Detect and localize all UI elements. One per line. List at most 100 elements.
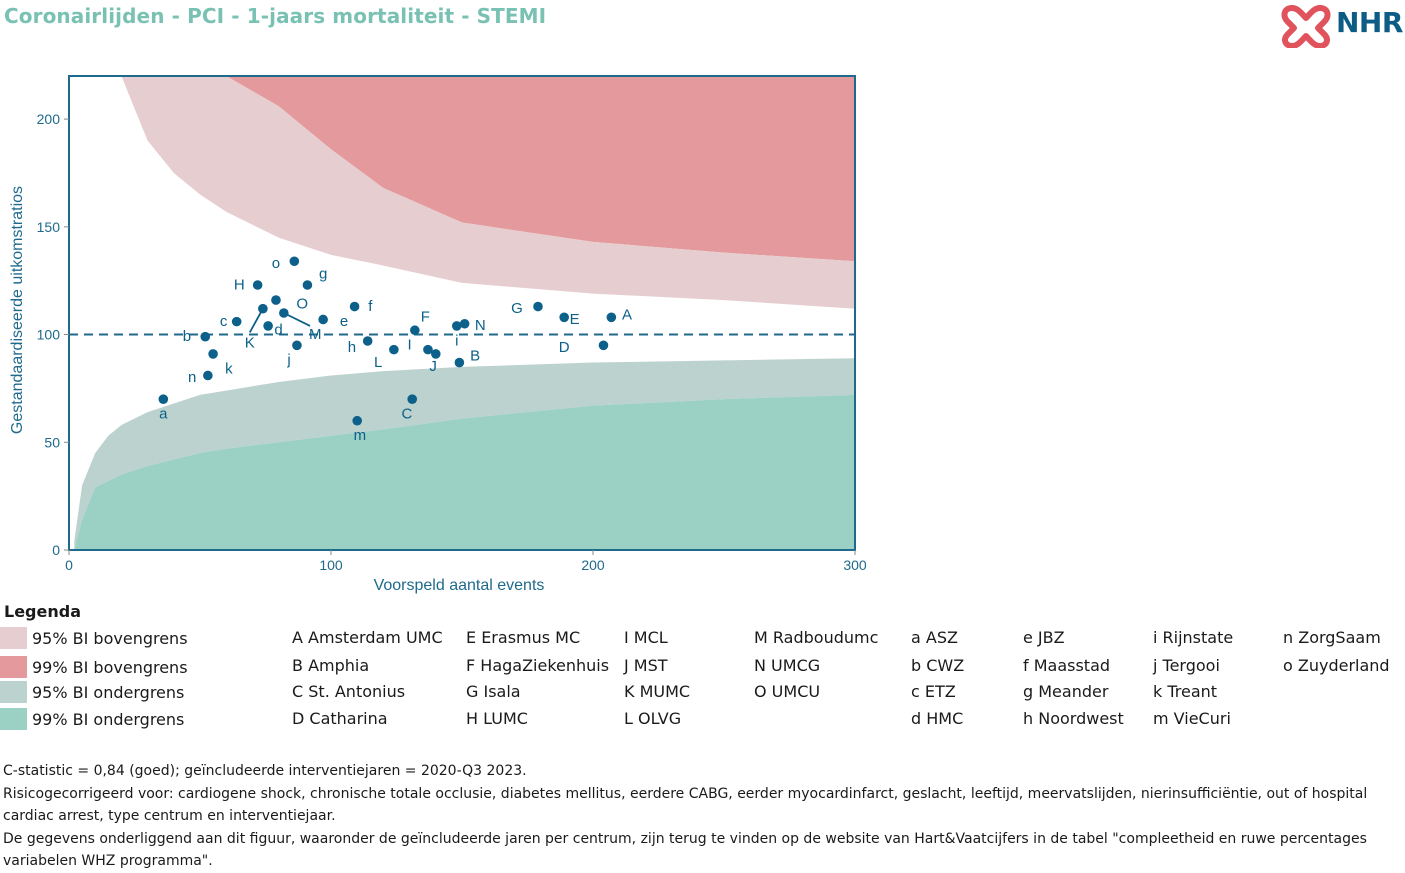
y-axis: 0 50 100 150 200 [37, 111, 69, 558]
y-tick-label-0: 0 [52, 542, 60, 558]
point-label-D: D [559, 339, 570, 356]
legend-center-item: G Isala [466, 682, 521, 701]
band-upper-95 [74, 76, 856, 309]
data-point-C [407, 394, 418, 404]
legend-center-item: h Noordwest [1023, 709, 1124, 728]
data-point-H [252, 280, 263, 290]
data-point-B [454, 357, 465, 368]
point-label-O: O [296, 296, 308, 313]
band-lower-95 [74, 358, 856, 550]
data-point-M [279, 308, 289, 318]
y-tick-label-200: 200 [37, 111, 61, 127]
footnote-data-source: De gegevens onderliggend aan dit figuur,… [3, 830, 1367, 870]
x-tick-label-0: 0 [65, 557, 73, 573]
legend-center-item: M Radboudumc [754, 628, 879, 647]
legend-center-item: f Maasstad [1023, 656, 1111, 675]
point-label-N: N [475, 317, 486, 334]
legend-swatch [0, 681, 27, 703]
legend-band-label: 95% BI ondergrens [32, 682, 185, 702]
point-label-L: L [374, 354, 382, 371]
legend-center-item: o Zuyderland [1283, 656, 1390, 675]
legend-center-item: A Amsterdam UMC [292, 628, 443, 647]
plot-frame [68, 75, 856, 551]
legend-band-label: 99% BI bovengrens [32, 657, 188, 677]
y-tick-label-100: 100 [37, 327, 61, 343]
data-point-i [451, 321, 462, 331]
legend-center-item: H LUMC [466, 709, 528, 728]
legend-center-item: L OLVG [624, 709, 682, 728]
x-axis-label: Voorspeld aantal events [374, 577, 545, 594]
legend-center-item: D Catharina [292, 709, 388, 728]
legend-band-label: 99% BI ondergrens [32, 709, 185, 729]
data-point-E [559, 312, 569, 323]
point-label-g: g [319, 266, 327, 283]
data-point-J [431, 349, 441, 359]
x-tick-label-200: 200 [581, 557, 605, 573]
legend-center-item: g Meander [1023, 682, 1109, 701]
legend-band-0: 95% BI bovengrens [0, 627, 188, 649]
point-labels: A B C DE F G H J K L M N Oa b c d e f g h i Ij k m n o [159, 255, 632, 444]
point-label-B: B [470, 347, 480, 364]
legend-center-item: n ZorgSaam [1283, 628, 1381, 647]
band-lower-99 [74, 394, 856, 550]
legend-center-item: O UMCU [754, 682, 821, 701]
point-label-j: j [286, 352, 290, 369]
legend-center-item: e JBZ [1023, 628, 1065, 647]
legend-center-item: j Tergooi [1153, 656, 1220, 675]
nhr-heart-logo-icon [1281, 5, 1331, 48]
legend-center-item: E Erasmus MC [466, 628, 581, 647]
data-points [158, 256, 617, 426]
point-label-M: M [309, 326, 322, 343]
point-label-i: i [455, 332, 458, 349]
point-label-a: a [159, 406, 168, 423]
data-point-b [200, 331, 211, 342]
legend-title: Legenda [4, 602, 81, 621]
data-point-o [289, 256, 300, 267]
page-title: Coronairlijden - PCI - 1-jaars mortalite… [4, 4, 547, 28]
data-point-g [302, 280, 313, 290]
point-label-h: h [348, 339, 356, 356]
legend-center-item: F HagaZiekenhuis [466, 656, 610, 675]
legend-center-item: d HMC [911, 709, 964, 728]
point-label-F: F [421, 309, 430, 326]
data-point-A [606, 312, 617, 323]
point-label-I: I [408, 337, 412, 354]
point-label-J: J [429, 358, 437, 375]
legend-center-item: i Rijnstate [1153, 628, 1234, 647]
data-point-F [410, 325, 420, 336]
data-point-I [423, 344, 433, 355]
legend-center-item: m VieCuri [1153, 709, 1231, 728]
x-tick-label-300: 300 [843, 557, 867, 573]
legend-band-label: 95% BI bovengrens [32, 628, 188, 648]
point-label-H: H [234, 276, 245, 293]
footnote-cstatistic: C-statistic = 0,84 (goed); geïncludeerde… [3, 763, 527, 779]
data-point-a [158, 394, 169, 404]
point-label-A: A [622, 306, 632, 323]
legend-swatch [0, 627, 27, 649]
legend-center-item: I MCL [624, 628, 668, 647]
point-label-b: b [183, 328, 191, 345]
y-axis-label: Gestandaardiseerde uitkomstratios [9, 186, 26, 434]
legend-center-item: J MST [624, 656, 668, 675]
point-label-k: k [225, 360, 233, 377]
legend-center-item: c ETZ [911, 682, 956, 701]
point-label-e: e [340, 313, 348, 330]
data-point-k [208, 349, 218, 359]
point-label-G: G [511, 300, 523, 317]
footnote-risk-adjustment: Risicogecorrigeerd voor: cardiogene shoc… [3, 785, 1368, 825]
legend-band-3: 99% BI ondergrens [0, 708, 184, 730]
data-point-L [362, 336, 373, 346]
legend-band-1: 99% BI bovengrens [0, 656, 188, 678]
legend-center-item: N UMCG [754, 656, 821, 675]
data-point-n [203, 370, 213, 381]
point-label-n: n [188, 369, 196, 386]
legend-center-item: K MUMC [624, 682, 691, 701]
point-label-f: f [368, 298, 373, 315]
confidence-bands [74, 76, 856, 550]
data-point-N [459, 318, 470, 329]
data-point-e [318, 314, 328, 325]
logo-text: NHR [1336, 6, 1403, 39]
x-axis: 0 100 200 300 [65, 550, 867, 573]
band-upper-99 [74, 76, 856, 262]
data-point-d [263, 321, 273, 331]
